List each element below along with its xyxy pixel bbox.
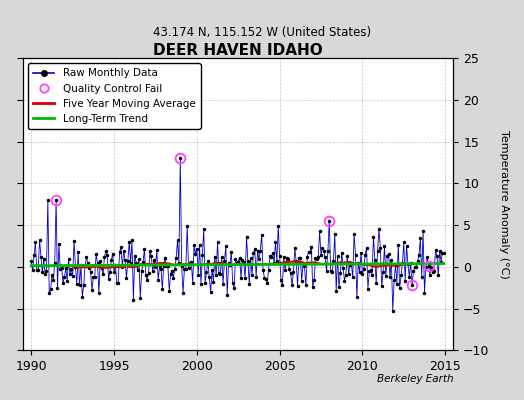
Text: 43.174 N, 115.152 W (United States): 43.174 N, 115.152 W (United States) — [153, 26, 371, 39]
Y-axis label: Temperature Anomaly (°C): Temperature Anomaly (°C) — [499, 130, 509, 278]
Text: Berkeley Earth: Berkeley Earth — [377, 374, 453, 384]
Legend: Raw Monthly Data, Quality Control Fail, Five Year Moving Average, Long-Term Tren: Raw Monthly Data, Quality Control Fail, … — [28, 63, 201, 129]
Title: DEER HAVEN IDAHO: DEER HAVEN IDAHO — [154, 43, 323, 58]
